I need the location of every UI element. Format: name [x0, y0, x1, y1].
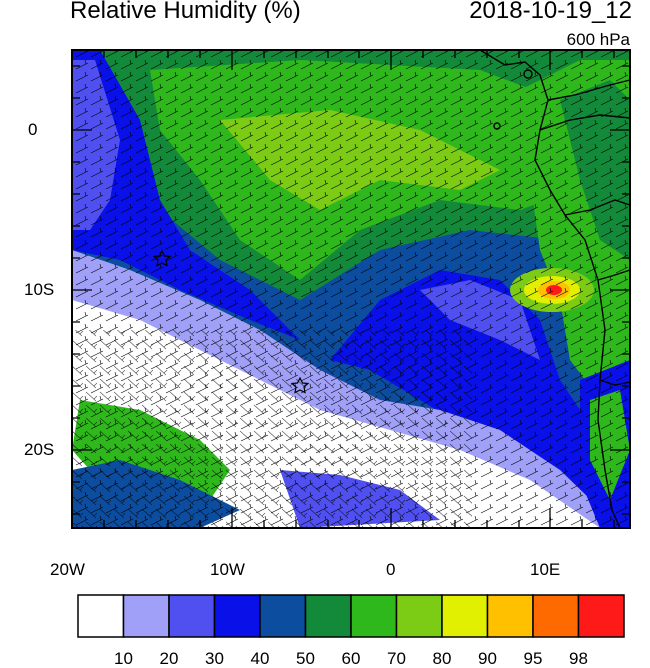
star-marker-2	[290, 376, 310, 394]
colorbar-label: 80	[432, 649, 452, 668]
x-tick-label-10w: 10W	[210, 560, 245, 579]
plot-title: Relative Humidity (%)	[70, 0, 301, 24]
colorbar-label: 98	[569, 649, 588, 668]
colorbar-label: 60	[341, 649, 361, 668]
tick-marks	[71, 50, 630, 528]
colorbar-label: 10	[114, 649, 133, 668]
colorbar-label: 70	[387, 649, 406, 668]
coastline	[479, 49, 631, 529]
x-tick-label-0: 0	[386, 560, 396, 579]
y-tick-label-0: 0	[28, 120, 38, 139]
humidity-field	[72, 50, 630, 528]
colorbar-label: 30	[205, 649, 224, 668]
colorbar-label: 95	[523, 649, 543, 668]
colorbar-label: 20	[159, 649, 179, 668]
plot-datetime: 2018-10-19_12	[469, 0, 632, 24]
colorbar-label: 40	[250, 649, 270, 668]
site-markers	[152, 249, 310, 394]
y-tick-label-20s: 20S	[24, 440, 55, 459]
y-tick-label-10s: 10S	[24, 280, 55, 299]
pressure-level-label: 600 hPa	[566, 30, 630, 49]
star-marker-1	[152, 249, 172, 267]
x-tick-label-20w: 20W	[50, 560, 85, 579]
x-tick-label-10e: 10E	[530, 560, 561, 579]
plot-frame	[71, 49, 631, 529]
colorbar-label: 90	[478, 649, 497, 668]
colorbar-label: 50	[296, 649, 315, 668]
